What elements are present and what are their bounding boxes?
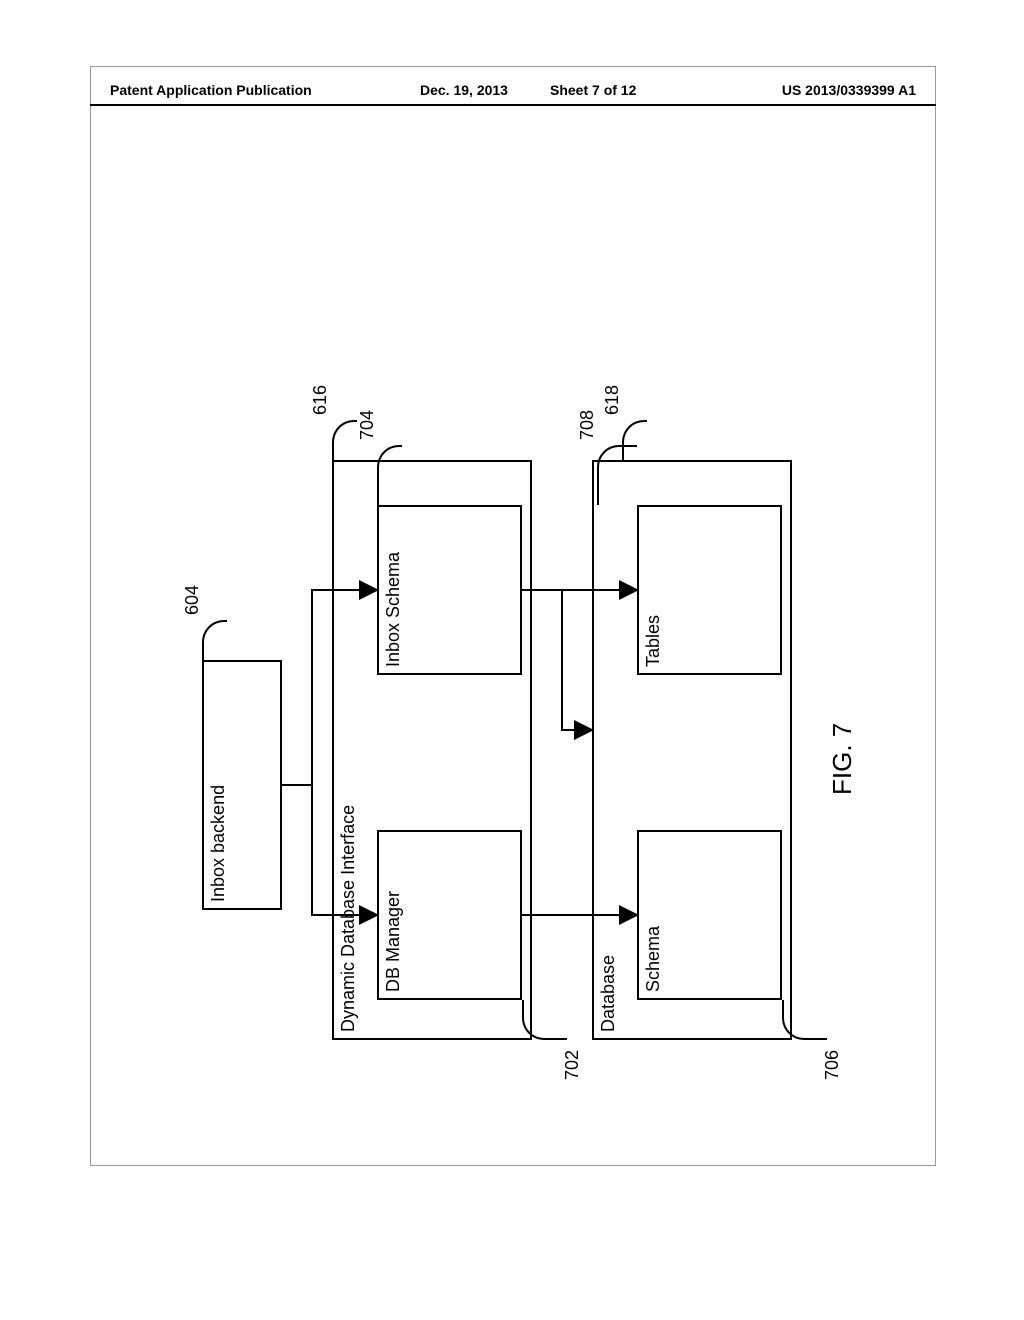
header-rule (90, 104, 936, 106)
page-header: Patent Application Publication Dec. 19, … (90, 82, 936, 104)
header-date: Dec. 19, 2013 (420, 82, 508, 98)
edge-inbox-to-dbmanager (202, 280, 822, 1040)
header-pubno: US 2013/0339399 A1 (782, 82, 916, 98)
ref-706: 706 (822, 1050, 843, 1080)
figure-caption: FIG. 7 (827, 723, 858, 795)
ref-702: 702 (562, 1050, 583, 1080)
ref-604: 604 (182, 585, 203, 615)
figure-7-diagram: Inbox backend 604 Dynamic Database Inter… (202, 280, 822, 1040)
header-sheet: Sheet 7 of 12 (550, 82, 636, 98)
header-publication: Patent Application Publication (110, 82, 312, 98)
